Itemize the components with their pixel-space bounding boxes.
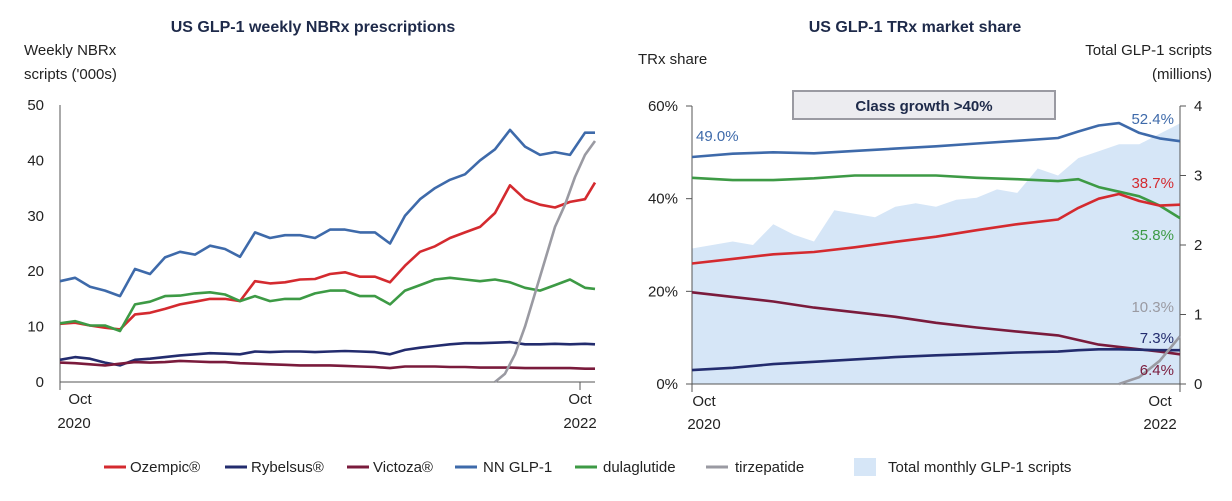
left-chart-title: US GLP-1 weekly NBRx prescriptions: [171, 19, 456, 36]
right-series-rybelsus: [691, 348, 1180, 372]
right-series-victoza: [691, 291, 1181, 356]
left-series-rybelsus: [59, 340, 596, 367]
right-y2-tick-label: 3: [1194, 168, 1202, 185]
left-series-dula: [59, 276, 596, 333]
right-y2-tick-label: 1: [1194, 307, 1202, 324]
left-chart-ylabel-line2: scripts ('000s): [24, 66, 117, 83]
right-end-label-rybelsus: 7.3%: [1140, 330, 1174, 347]
right-y-tick-label: 40%: [648, 191, 678, 208]
left-series-tirz: [494, 140, 597, 384]
left-x-tick-year: 2020: [57, 415, 90, 432]
left-x-tick-label: Oct: [68, 391, 92, 408]
left-series-victoza: [59, 359, 595, 370]
right-chart-ylabel-right-line1: Total GLP-1 scripts: [1085, 42, 1212, 59]
left-x-tick-label: Oct: [568, 391, 592, 408]
legend-label-victoza: Victoza®: [373, 459, 433, 476]
left-y-tick-label: 50: [27, 97, 44, 114]
right-y-tick-label: 20%: [648, 283, 678, 300]
left-chart: US GLP-1 weekly NBRx prescriptions Weekl…: [24, 19, 597, 432]
right-x-tick-label: Oct: [1148, 393, 1172, 410]
left-series-ozempic: [59, 181, 597, 331]
legend-label-nn: NN GLP-1: [483, 459, 552, 476]
left-y-tick-label: 40: [27, 152, 44, 169]
right-series-nn: [691, 121, 1181, 159]
right-x-tick-year: 2020: [687, 416, 720, 433]
right-end-label-ozempic: 38.7%: [1131, 175, 1174, 192]
right-start-label-nn: 49.0%: [696, 128, 739, 145]
right-y2-tick-label: 0: [1194, 376, 1202, 393]
right-series-dula: [691, 174, 1181, 220]
right-end-label-nn: 52.4%: [1131, 111, 1174, 128]
legend-label-ozempic: Ozempic®: [130, 459, 200, 476]
right-y2-tick-label: 2: [1194, 237, 1202, 254]
right-chart-title: US GLP-1 TRx market share: [809, 19, 1022, 36]
right-chart: US GLP-1 TRx market share TRx share Tota…: [638, 19, 1212, 433]
legend-label-rybelsus: Rybelsus®: [251, 459, 324, 476]
left-chart-ylabel-line1: Weekly NBRx: [24, 42, 117, 59]
right-chart-ylabel-right-line2: (millions): [1152, 66, 1212, 83]
right-y-tick-label: 60%: [648, 98, 678, 115]
left-y-tick-label: 20: [27, 263, 44, 280]
right-x-tick-year: 2022: [1143, 416, 1176, 433]
legend-label-tirz: tirzepatide: [735, 459, 804, 476]
right-area-total-scripts: [692, 123, 1180, 385]
legend: Ozempic® Rybelsus® Victoza® NN GLP-1 dulaglu…: [104, 458, 1071, 476]
left-x-tick-year: 2022: [563, 415, 596, 432]
left-y-tick-label: 0: [36, 374, 44, 391]
right-chart-ylabel-left: TRx share: [638, 51, 707, 68]
class-growth-box: [792, 90, 1056, 120]
right-end-label-victoza: 6.4%: [1140, 362, 1174, 379]
left-series-nn: [59, 128, 595, 298]
class-growth-label: Class growth >40%: [855, 98, 992, 115]
left-y-tick-label: 10: [27, 319, 44, 336]
right-series-tirz: [1118, 335, 1182, 386]
right-end-label-dula: 35.8%: [1131, 227, 1174, 244]
right-y-tick-label: 0%: [656, 376, 678, 393]
legend-label-dula: dulaglutide: [603, 459, 676, 476]
right-x-tick-label: Oct: [692, 393, 716, 410]
right-end-label-tirz: 10.3%: [1131, 299, 1174, 316]
right-series-ozempic: [691, 192, 1181, 265]
left-y-tick-label: 30: [27, 208, 44, 225]
legend-swatch-area: [854, 458, 876, 476]
legend-label-area: Total monthly GLP-1 scripts: [888, 459, 1071, 476]
right-y2-tick-label: 4: [1194, 98, 1202, 115]
